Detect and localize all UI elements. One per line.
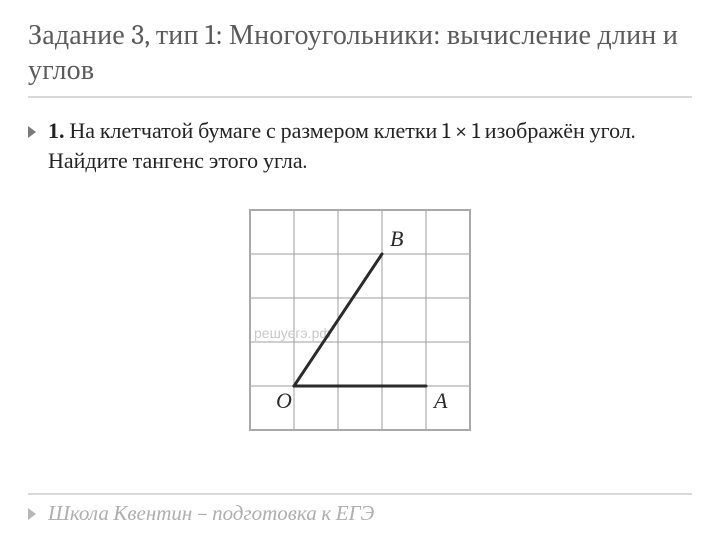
problem-number: 1. — [48, 118, 65, 143]
svg-text:решуегэ.рф: решуегэ.рф — [254, 325, 331, 341]
footer: Школа Квентин – подготовка к ЕГЭ — [28, 493, 692, 526]
footer-text: Школа Квентин – подготовка к ЕГЭ — [48, 501, 374, 526]
svg-text:B: B — [390, 226, 403, 251]
chevron-right-icon — [28, 508, 36, 520]
svg-text:A: A — [432, 388, 448, 413]
angle-diagram: решуегэ.рф O A B — [238, 198, 482, 442]
times-symbol: × — [455, 118, 467, 144]
problem-block: 1. На клетчатой бумаге с размером клетки… — [28, 116, 692, 176]
page-title: Задание 3, тип 1: Многоугольники: вычисл… — [28, 18, 692, 88]
svg-text:O: O — [276, 388, 292, 413]
problem-text: 1. На клетчатой бумаге с размером клетки… — [48, 116, 692, 176]
problem-text-1: На клетчатой бумаге с размером клетки 1 — [65, 118, 455, 144]
footer-divider — [28, 493, 692, 495]
diagram-container: решуегэ.рф O A B — [28, 198, 692, 442]
title-divider — [28, 96, 692, 98]
chevron-right-icon — [28, 126, 36, 138]
